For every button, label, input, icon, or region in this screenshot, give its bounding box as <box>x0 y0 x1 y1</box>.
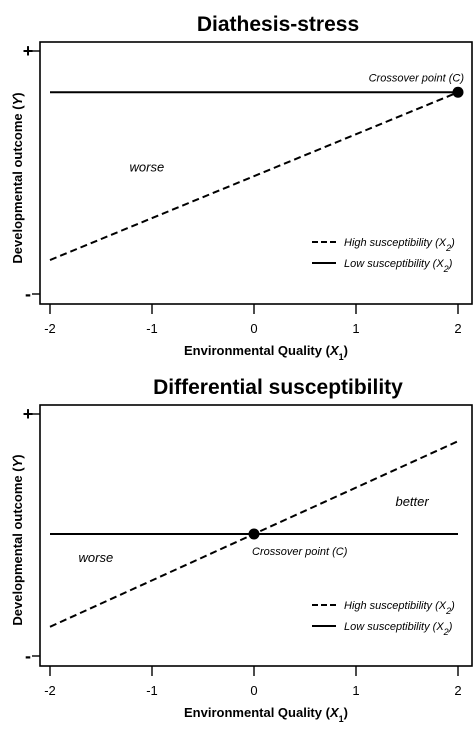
panel1-chart-title: Diathesis-stress <box>197 13 359 36</box>
panel2-x-tick-label: -2 <box>44 683 56 698</box>
panel1-plot-frame <box>39 41 473 305</box>
panel1-crossover-label: Crossover point (C) <box>369 72 465 84</box>
panel2-y-bottom-label: - <box>25 646 31 666</box>
panel2-y-axis-title: Developmental outcome (Y) <box>10 454 25 625</box>
panel1-x-tick-label: -1 <box>146 321 158 336</box>
panel1-legend-label-low: Low susceptibility (X2) <box>344 258 453 274</box>
panel2-crossover-point <box>248 528 260 540</box>
panel2-chart-title: Differential susceptibility <box>153 376 403 399</box>
panel1-region-label-worse: worse <box>130 160 165 175</box>
panel2-legend-label-low: Low susceptibility (X2) <box>344 621 453 637</box>
panel2-x-tick-label: -1 <box>146 683 158 698</box>
panel1-legend-label-high: High susceptibility (X2) <box>344 237 455 253</box>
panel1-crossover-point <box>452 86 464 98</box>
panel2-x-tick-label: 1 <box>352 683 359 698</box>
panel2-legend-label-high: High susceptibility (X2) <box>344 600 455 616</box>
panel2-x-tick-label: 2 <box>454 683 461 698</box>
panel1-x-tick-label: 1 <box>352 321 359 336</box>
panel2-plot-frame <box>39 404 473 667</box>
panel2-region-label-better: better <box>395 494 429 509</box>
panel2-x-tick-label: 0 <box>250 683 257 698</box>
panel1-x-tick-label: 2 <box>454 321 461 336</box>
panel1-x-tick-label: -2 <box>44 321 56 336</box>
panel2-y-top-label: + <box>23 404 34 424</box>
panel2-crossover-label: Crossover point (C) <box>252 546 348 558</box>
panel1-y-top-label: + <box>23 41 34 61</box>
panel1-x-axis-title: Environmental Quality (X1) <box>184 343 348 362</box>
panel2-x-axis-title: Environmental Quality (X1) <box>184 705 348 724</box>
panel1-y-bottom-label: - <box>25 284 31 304</box>
panel2-region-label-worse: worse <box>79 550 114 565</box>
panel1-series-line-high <box>49 91 459 261</box>
panel1-x-tick-label: 0 <box>250 321 257 336</box>
panel1-y-axis-title: Developmental outcome (Y) <box>10 92 25 263</box>
